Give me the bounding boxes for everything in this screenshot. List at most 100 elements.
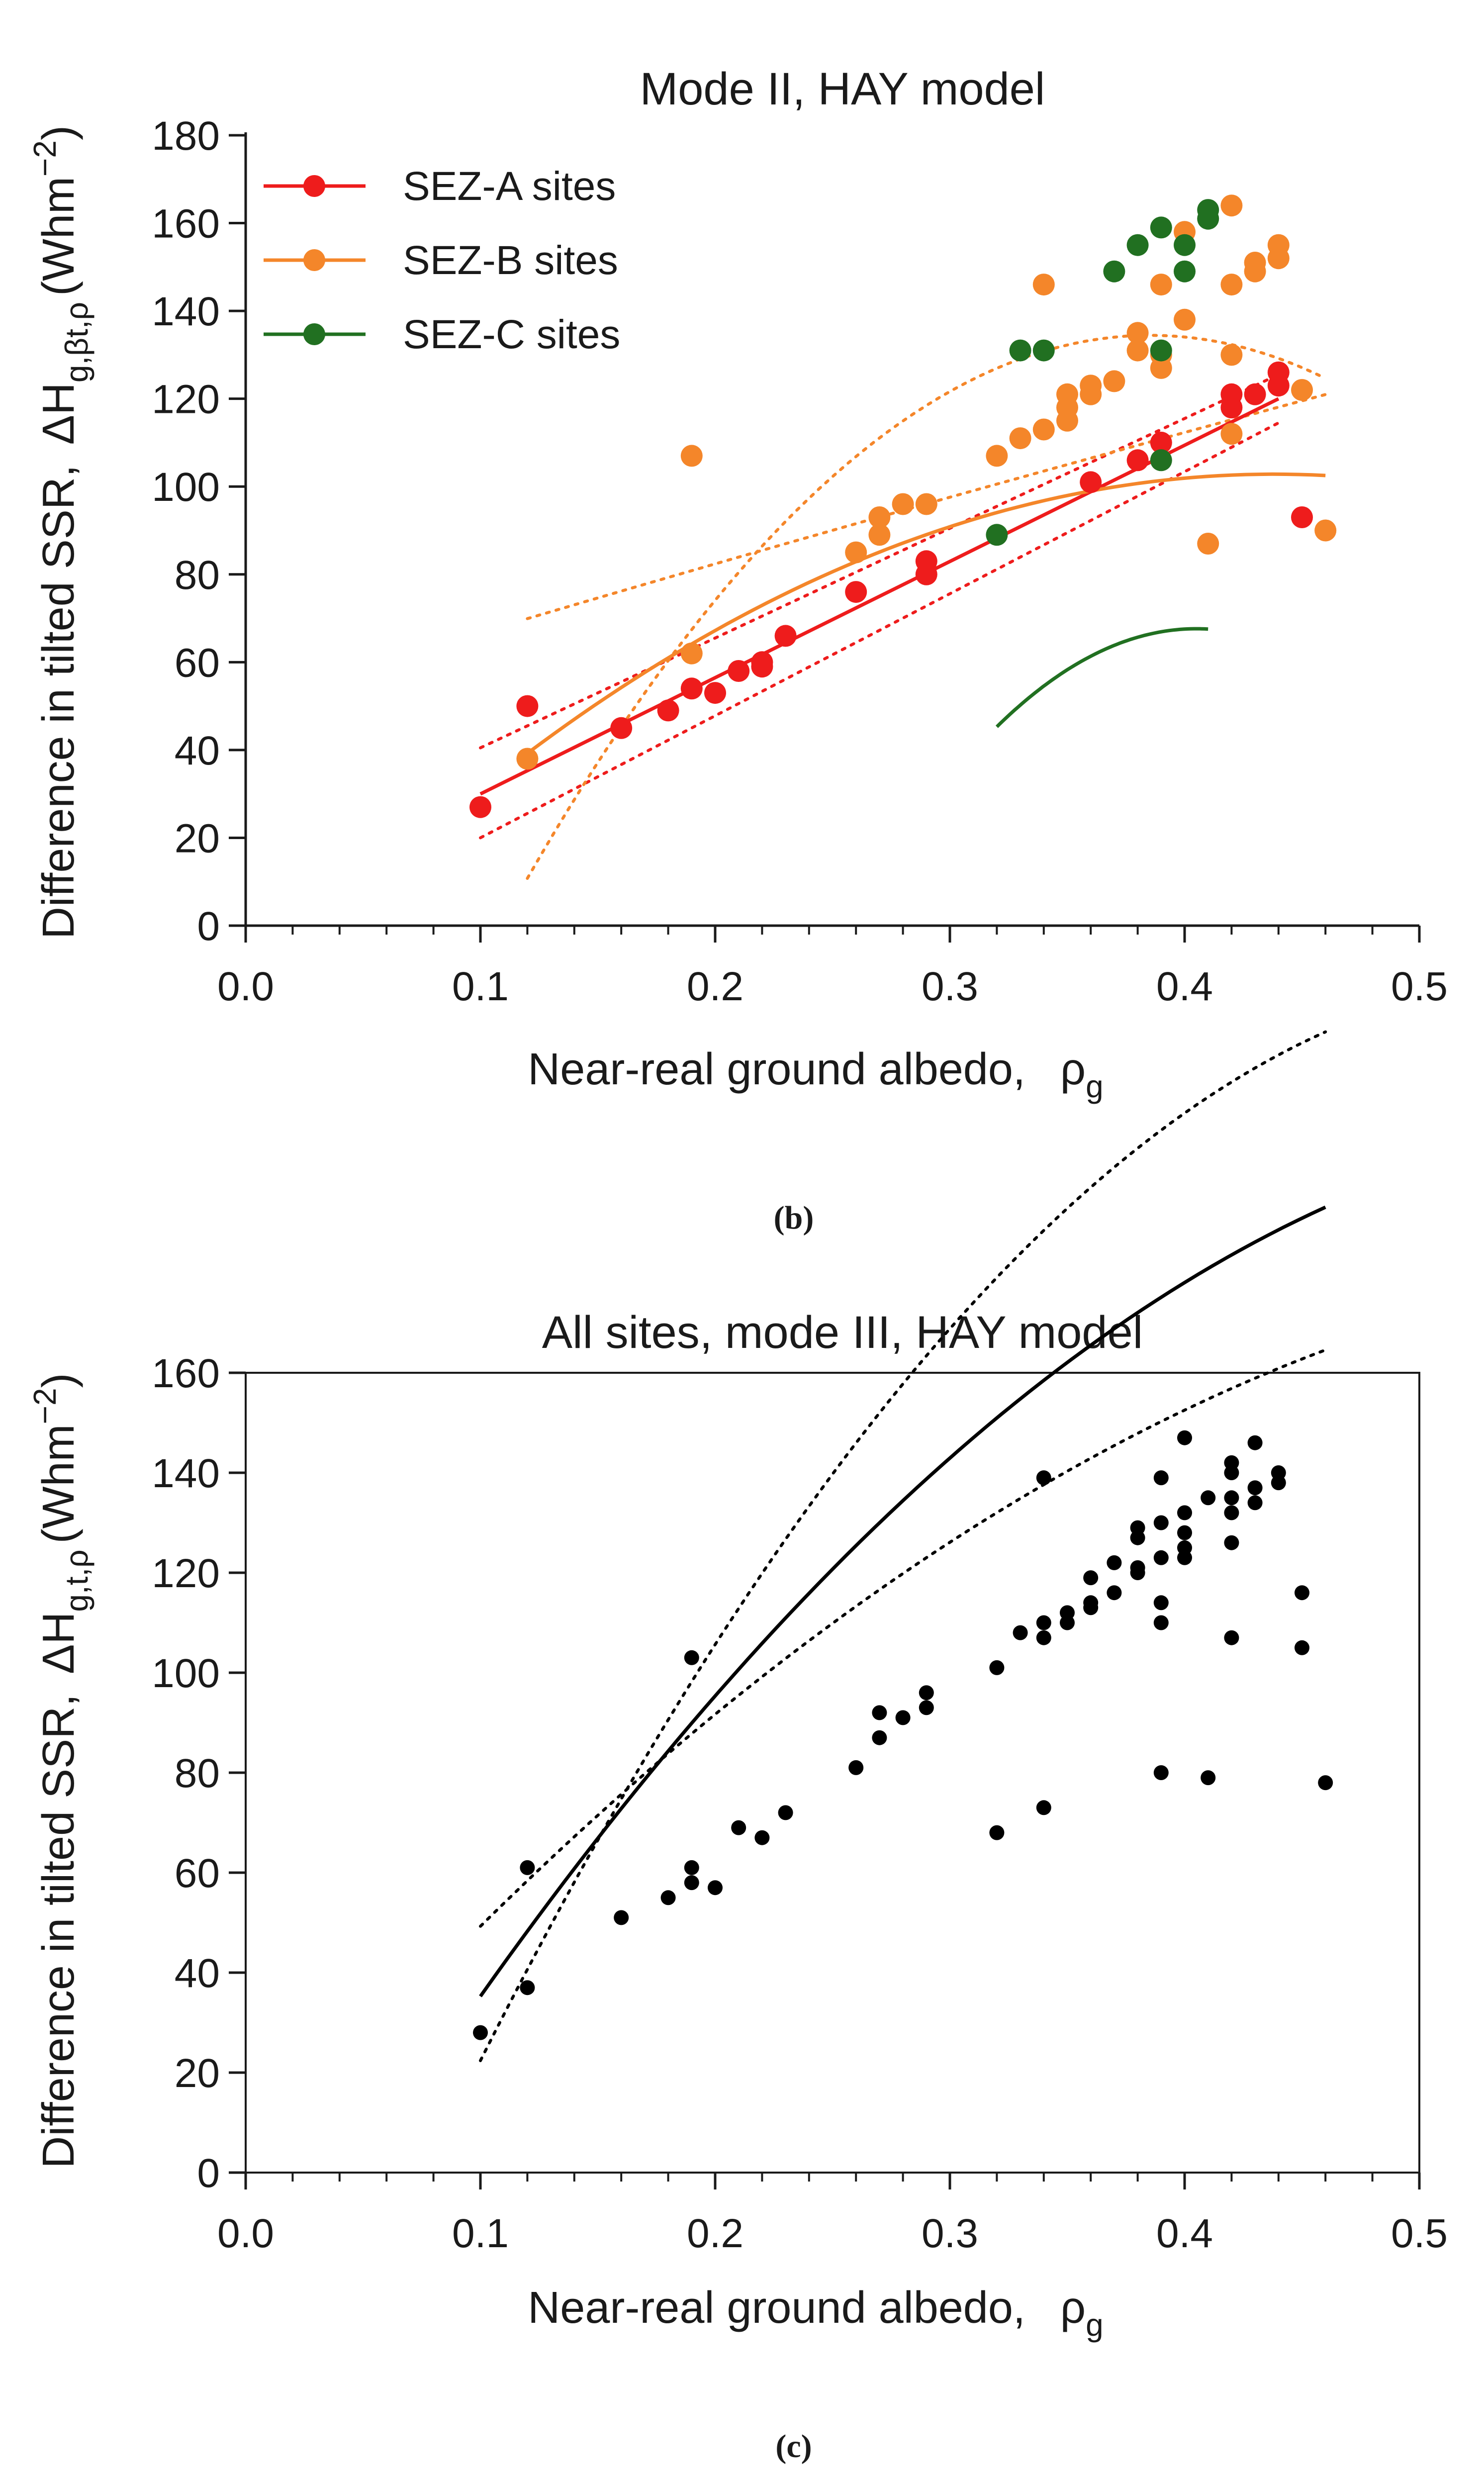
panel-b-confidence-bands	[479, 334, 1327, 880]
sez-c-sites-point	[1126, 234, 1149, 256]
y-tick-label: 80	[175, 553, 220, 598]
all-sites-point	[919, 1700, 934, 1715]
y-tick-label: 100	[152, 1651, 220, 1696]
sez-a-sites-ci-upper-band	[479, 373, 1280, 750]
sez-b-sites-point	[845, 541, 867, 564]
sez-a-sites-point	[610, 717, 633, 739]
sez-a-sites-point	[1080, 471, 1102, 493]
sez-a-sites-point	[1220, 383, 1243, 405]
sez-c-sites-point	[1150, 449, 1172, 472]
sez-b-sites-point	[1220, 344, 1243, 366]
all-sites-point	[1036, 1615, 1051, 1630]
all-sites-point	[1247, 1495, 1263, 1511]
all-sites-point	[1013, 1625, 1028, 1640]
y-tick-label: 40	[175, 1951, 220, 1996]
x-tick-label: 0.2	[687, 964, 743, 1009]
x-tick-label: 0.1	[452, 964, 509, 1009]
sez-b-sites-point	[680, 642, 703, 665]
x-tick-label: 0.3	[922, 2211, 978, 2256]
all-sites-point	[1177, 1430, 1192, 1445]
all-sites-point	[473, 2025, 488, 2040]
all-sites-point	[1318, 1775, 1333, 1791]
sez-b-sites-point	[1197, 533, 1219, 555]
all-sites-point	[1177, 1540, 1192, 1555]
all-sites-point	[1201, 1770, 1216, 1786]
sez-b-sites-point	[1080, 375, 1102, 397]
sez-a-sites-point	[1244, 383, 1266, 405]
y-tick-label: 120	[152, 1551, 220, 1596]
sez-c-sites-point	[1197, 199, 1219, 221]
panel-c-fit-lines	[479, 1205, 1326, 1997]
all-sites-point	[1224, 1630, 1239, 1645]
y-tick-label: 140	[152, 1451, 220, 1496]
all-sites-ci-lower-band	[479, 1030, 1327, 2062]
sez-c-sites-point	[1174, 234, 1196, 256]
panel-c-caption: (c)	[775, 2428, 812, 2465]
sez-a-sites-point	[469, 796, 491, 818]
all-sites-point	[895, 1710, 911, 1725]
all-sites-point	[1177, 1505, 1192, 1521]
x-tick-label: 0.0	[217, 964, 274, 1009]
panel-c-points	[473, 1430, 1333, 2040]
panel-b-title: Mode II, HAY model	[640, 64, 1045, 114]
x-tick-label: 0.4	[1156, 964, 1213, 1009]
sez-a-sites-point	[751, 656, 773, 678]
legend-label-sez-b: SEZ-B sites	[403, 238, 618, 283]
all-sites-point	[872, 1730, 887, 1745]
all-sites-point	[1036, 1800, 1051, 1815]
legend-marker-sez-b	[303, 249, 325, 271]
sez-c-sites-point	[1150, 339, 1172, 362]
panel-b-points	[469, 194, 1337, 818]
all-sites-point	[1224, 1490, 1239, 1506]
all-sites-point	[1153, 1595, 1169, 1611]
panel-c-confidence-bands	[479, 1030, 1327, 2062]
all-sites-point	[1295, 1640, 1309, 1655]
x-tick-label: 0.5	[1391, 2211, 1448, 2256]
sez-b-sites-point	[680, 445, 703, 467]
panel-c-title: All sites, mode III, HAY model	[542, 1307, 1143, 1358]
x-tick-label: 0.4	[1156, 2211, 1213, 2256]
sez-b-sites-point	[1174, 308, 1196, 331]
all-sites-point	[1107, 1555, 1122, 1570]
sez-b-sites-point	[1126, 322, 1149, 344]
all-sites-point	[1130, 1560, 1145, 1575]
x-tick-label: 0.2	[687, 2211, 743, 2256]
sez-a-sites-point	[774, 625, 797, 647]
sez-c-sites-fit-line	[995, 627, 1208, 728]
all-sites-point	[872, 1705, 887, 1720]
all-sites-point	[1247, 1435, 1263, 1450]
sez-b-sites-point	[868, 506, 891, 528]
panel-c: All sites, mode III, HAY model 0.0 0.1 0.2…	[27, 1030, 1448, 2465]
all-sites-point	[614, 1910, 629, 1925]
sez-b-sites-point	[1056, 383, 1078, 405]
panel-c-x-axis-label: Near-real ground albedo, ρg	[528, 2283, 1103, 2343]
legend-label-sez-a: SEZ-A sites	[403, 164, 616, 209]
all-sites-point	[684, 1650, 699, 1665]
sez-a-sites-point	[845, 581, 867, 603]
x-tick-label: 0.0	[217, 2211, 274, 2256]
sez-a-sites-point	[728, 660, 750, 682]
sez-c-sites-point	[986, 524, 1008, 546]
all-sites-point	[1224, 1505, 1239, 1521]
all-sites-fit-line	[479, 1205, 1326, 1997]
sez-a-sites-point	[1291, 506, 1313, 528]
all-sites-point	[754, 1830, 770, 1845]
y-tick-label: 80	[175, 1751, 220, 1796]
panel-b-axes: 0.0 0.1 0.2 0.3 0.4 0.5 0 20 40 60 80 100 120 140 160 1…	[152, 113, 1448, 1009]
all-sites-point	[1201, 1490, 1216, 1506]
y-tick-label: 0	[197, 904, 220, 949]
panel-c-y-axis-label: Difference in tilted SSR,ΔHg,t,ρ(Whm−2)	[27, 1373, 94, 2168]
sez-b-sites-point	[1314, 519, 1337, 542]
all-sites-point	[1153, 1765, 1169, 1780]
all-sites-point	[1271, 1465, 1286, 1480]
panel-b-y-axis-label: Difference in tilted SSR,ΔHg,βt,ρ(Whm−2)	[27, 125, 94, 939]
all-sites-point	[1153, 1470, 1169, 1486]
sez-b-sites-point	[892, 493, 914, 515]
y-tick-label: 140	[152, 289, 220, 334]
sez-b-sites-point	[1103, 370, 1125, 392]
sez-b-sites-point	[1220, 423, 1243, 445]
all-sites-point	[1153, 1515, 1169, 1530]
all-sites-point	[1060, 1605, 1075, 1620]
